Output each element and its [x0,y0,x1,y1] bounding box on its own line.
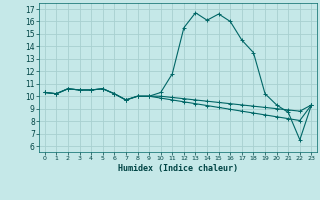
X-axis label: Humidex (Indice chaleur): Humidex (Indice chaleur) [118,164,238,173]
